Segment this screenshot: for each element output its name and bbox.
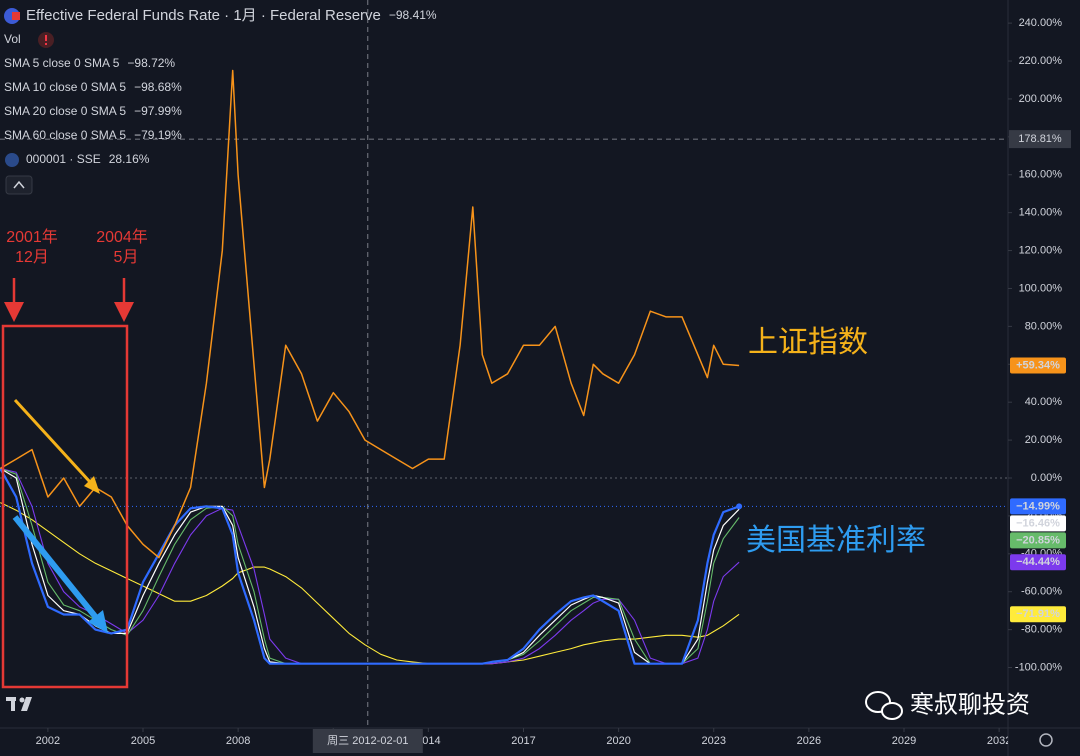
y-tick-label: -80.00%: [1021, 624, 1062, 636]
price-label-box: [1010, 515, 1066, 532]
series-line: [0, 502, 740, 665]
legend-label: SMA 10 close 0 SMA 5: [4, 80, 126, 94]
annotation: 2001年: [6, 228, 58, 246]
x-tick-label: 2032: [987, 735, 1011, 747]
axes: 240.00%220.00%200.00%180.00%160.00%140.0…: [36, 17, 1071, 753]
annotation: 上证指数: [748, 326, 868, 359]
y-tick-label: -100.00%: [1015, 661, 1062, 673]
watermark: 寒叔聊投资: [910, 691, 1030, 718]
legend-value: −97.99%: [134, 104, 182, 118]
warning-icon: [45, 43, 47, 45]
y-tick-label: 120.00%: [1019, 244, 1063, 256]
y-tick-label: 40.00%: [1025, 396, 1063, 408]
series-line: [0, 69, 740, 559]
y-tick-label: 240.00%: [1019, 17, 1063, 29]
plot-area: [0, 0, 1008, 728]
annotation: 5月: [114, 249, 139, 266]
price-label: −16.46%: [1016, 517, 1060, 529]
crosshair-label-box: [1009, 130, 1071, 149]
y-tick-label: -60.00%: [1021, 586, 1062, 598]
collapse-icon[interactable]: [13, 180, 25, 189]
x-tick-label: 2002: [36, 735, 60, 747]
watermark-icon: [865, 691, 903, 720]
warning-icon: [45, 35, 47, 41]
highlight-box: [1, 324, 129, 689]
last-point: [736, 503, 743, 510]
price-label: −71.91%: [1016, 608, 1060, 620]
y-tick-label: 80.00%: [1025, 320, 1063, 332]
y-tick-label: 160.00%: [1019, 169, 1063, 181]
price-label: −14.99%: [1016, 500, 1060, 512]
legend-value: 28.16%: [109, 152, 150, 166]
annotation: 12月: [15, 249, 49, 266]
crosshair-label-box: [312, 729, 423, 753]
price-label-box: [1010, 554, 1066, 571]
x-tick-label: 2005: [131, 735, 155, 747]
y-tick-label: 20.00%: [1025, 434, 1063, 446]
x-tick-label: 2017: [511, 735, 535, 747]
settings-icon[interactable]: [1039, 733, 1053, 747]
legend-label: SMA 20 close 0 SMA 5: [4, 104, 126, 118]
annotation: 2004年: [96, 228, 148, 246]
legend-value: −98.72%: [127, 56, 175, 70]
y-tick-label: 200.00%: [1019, 93, 1063, 105]
crosshair-y-label: 178.81%: [1018, 133, 1062, 145]
x-tick-label: 2020: [606, 735, 630, 747]
legend-label: SMA 60 close 0 SMA 5: [4, 128, 126, 142]
x-tick-label: 2023: [702, 735, 726, 747]
price-label: +59.34%: [1016, 359, 1060, 371]
arrow-head: [84, 476, 100, 494]
series-line: [0, 467, 740, 665]
x-tick-label: 2026: [797, 735, 821, 747]
arrow: [13, 398, 92, 484]
crosshair-x-label: 周三 2012-02-01: [327, 734, 408, 747]
price-label-box: [1010, 357, 1066, 374]
y-tick-label: 220.00%: [1019, 55, 1063, 67]
y-tick-label: 100.00%: [1019, 282, 1063, 294]
price-label: −20.85%: [1016, 534, 1060, 546]
legend-label: 000001 · SSE: [26, 152, 101, 166]
flag-icon: [12, 12, 20, 20]
price-label-box: [1010, 606, 1066, 623]
price-label-box: [1010, 532, 1066, 549]
legend: Effective Federal Funds Rate · 1月 · Fede…: [4, 7, 437, 195]
price-label-box: [1010, 498, 1066, 515]
legend-value: −98.41%: [389, 8, 437, 22]
y-tick-label: 140.00%: [1019, 207, 1063, 219]
y-tick-label: 0.00%: [1031, 472, 1062, 484]
price-label: −44.44%: [1016, 556, 1060, 568]
x-tick-label: 2029: [892, 735, 916, 747]
legend-value: −98.68%: [134, 80, 182, 94]
symbol-icon: [5, 153, 19, 167]
legend-label: Vol: [4, 32, 21, 46]
legend-label: SMA 5 close 0 SMA 5: [4, 56, 120, 70]
legend-value: −79.19%: [134, 128, 182, 142]
arrow: [12, 515, 101, 622]
arrow-head: [88, 610, 108, 633]
collapse-button[interactable]: [5, 175, 33, 195]
annotation: 美国基准利率: [746, 524, 926, 557]
logo: [6, 697, 32, 711]
legend-label: Effective Federal Funds Rate · 1月 · Fede…: [26, 7, 381, 24]
x-tick-label: 2008: [226, 735, 250, 747]
